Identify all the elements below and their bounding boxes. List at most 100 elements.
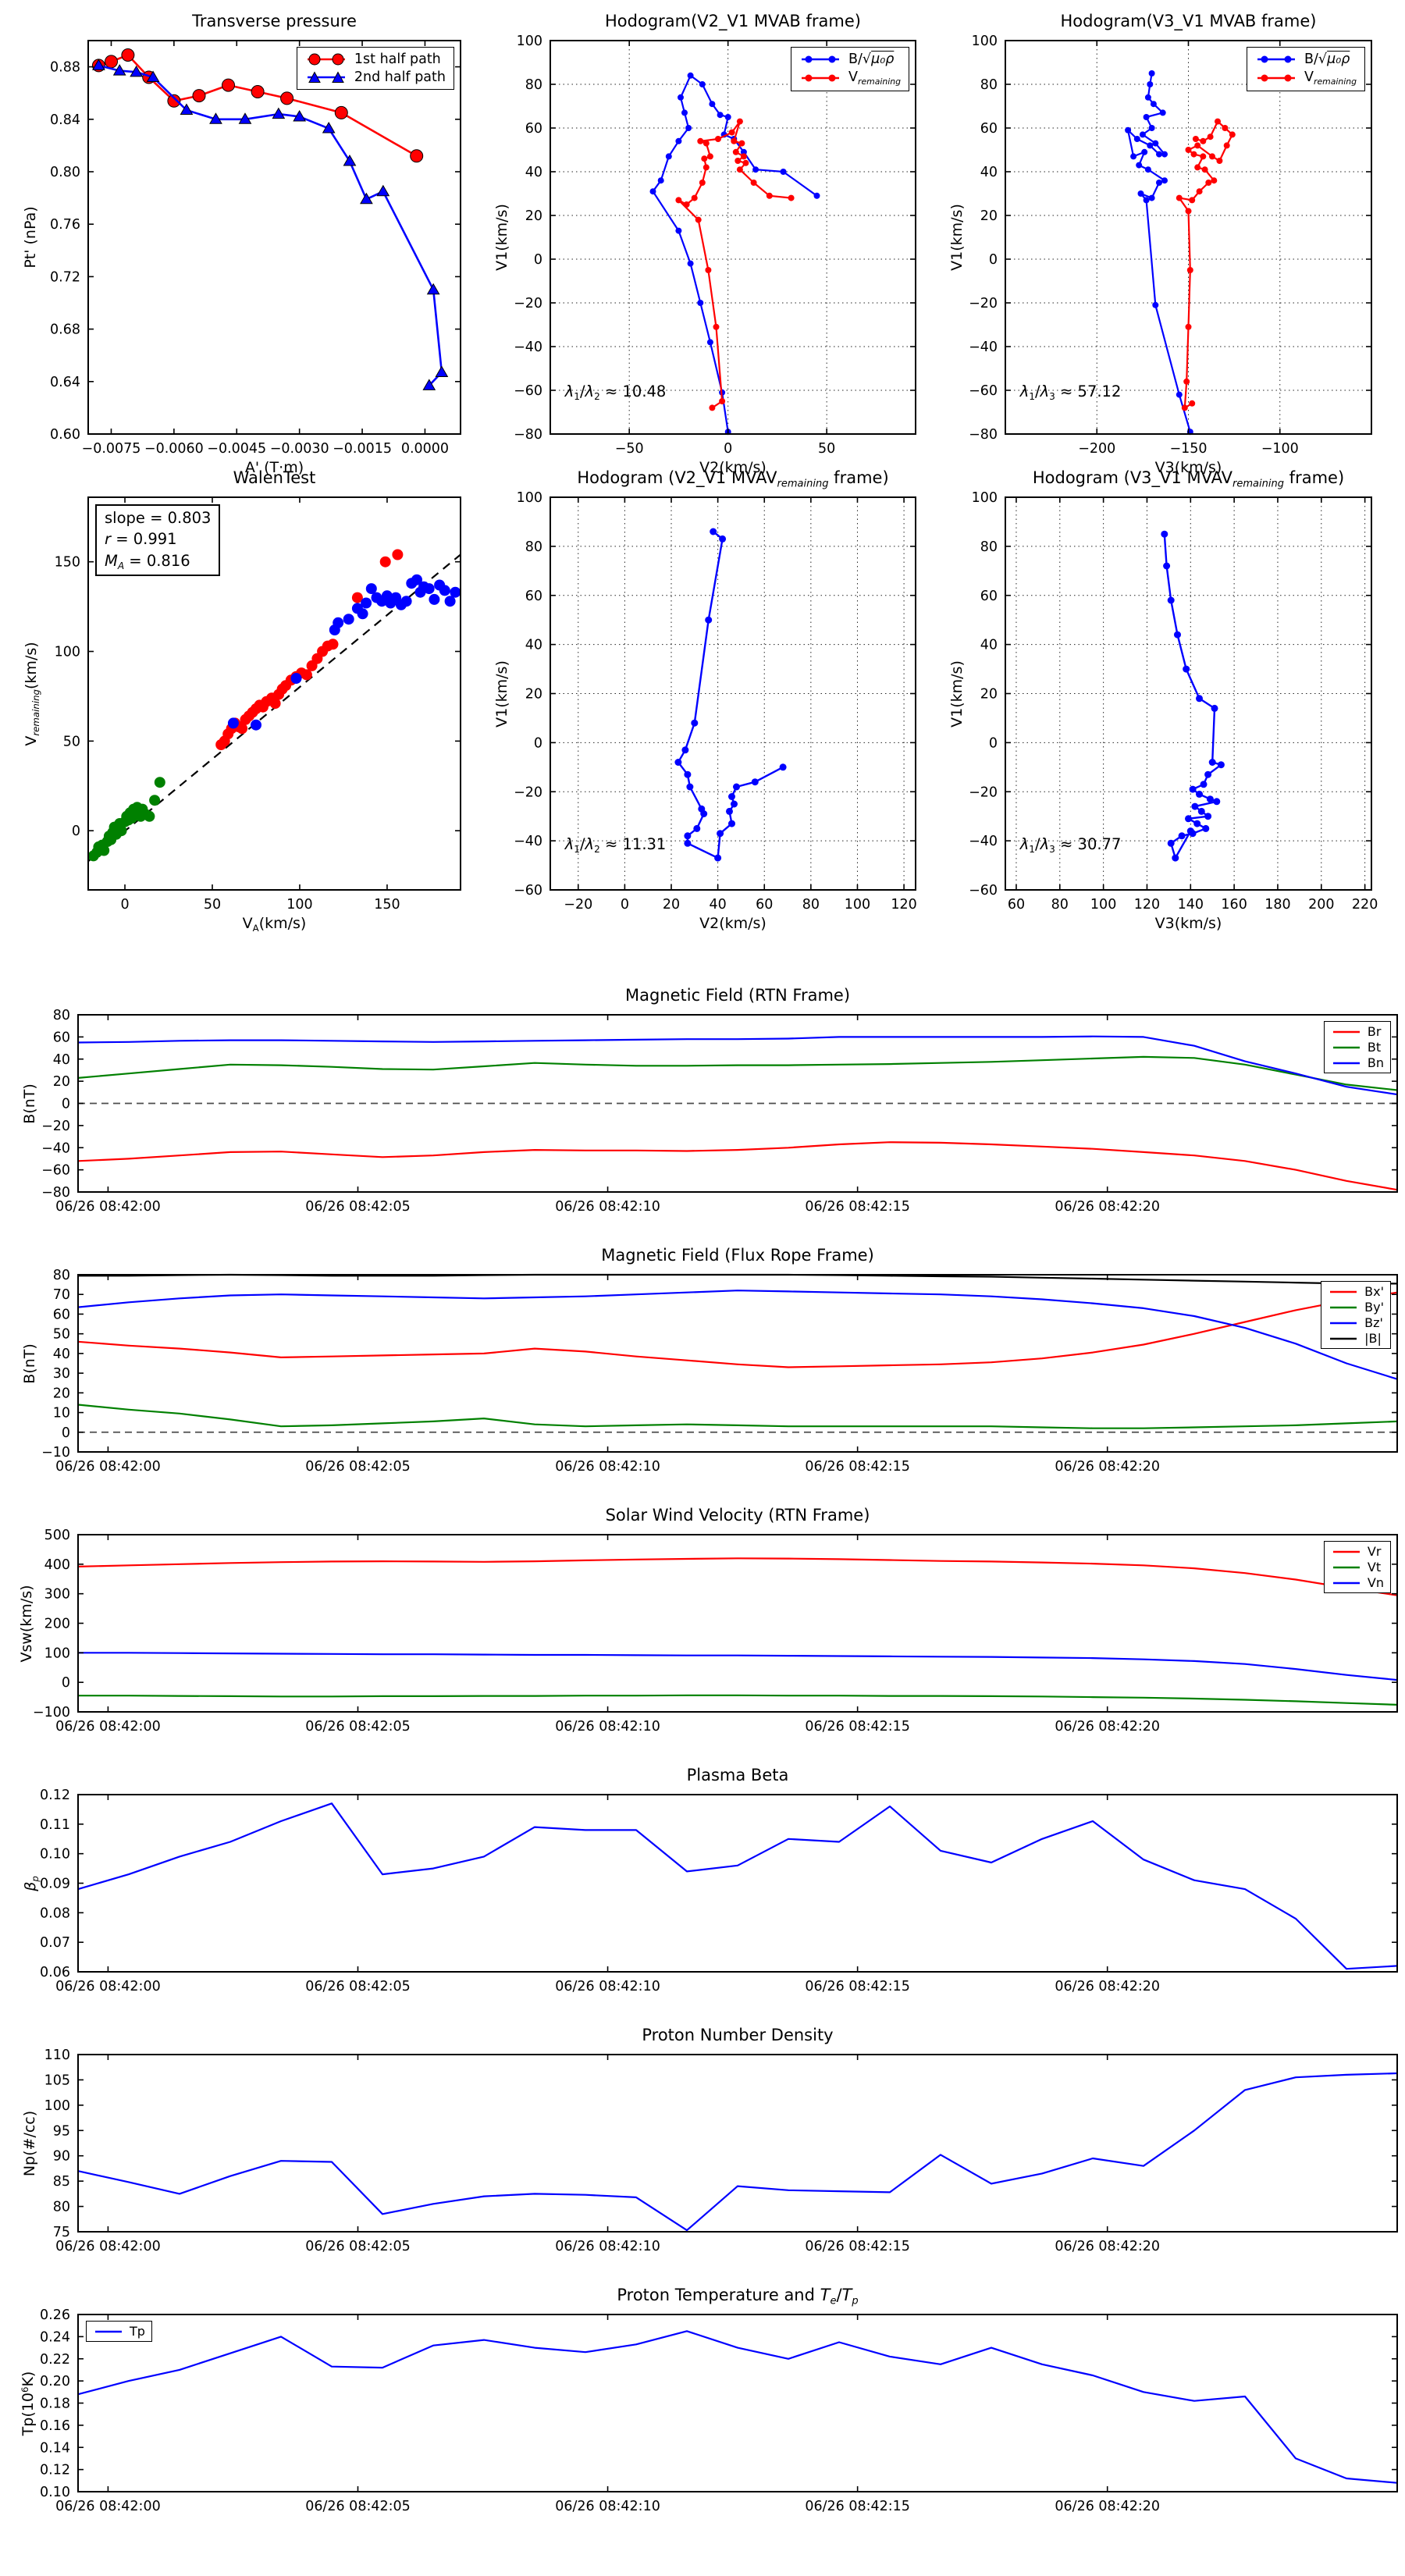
plot-canvas: −20 0 20 40 60 80 100 120 −60 −40 −20 0 20 40 60 80 100 (514, 490, 917, 913)
x-tick-label: 220 (1352, 897, 1378, 913)
x-axis-label: V2(km/s) (550, 459, 916, 476)
y-tick-label: 200 (44, 1617, 70, 1632)
legend-item: Vremaining (799, 69, 901, 87)
y-tick-label: 60 (525, 589, 542, 604)
text-segment: K) (20, 2371, 37, 2387)
series-bn (77, 1035, 1398, 1096)
marker-dot (1183, 665, 1190, 673)
y-tick-label: 0.72 (50, 269, 80, 285)
y-tick-label: 90 (53, 2149, 70, 2165)
text-segment: Bz' (1364, 1315, 1383, 1330)
panel-solar-wind-velocity-rtn: Solar Wind Velocity (RTN Frame) Vsw(km/s)… (18, 1506, 1398, 1735)
y-tick-label: −20 (969, 785, 998, 800)
legend-item: Vn (1331, 1575, 1384, 1590)
y-tick-label: 0 (534, 252, 542, 268)
text-segment: e (830, 2295, 837, 2307)
y-tick-label: 60 (525, 121, 542, 137)
x-tick-label: 06/26 08:42:00 (55, 1719, 161, 1735)
marker-dot (738, 140, 745, 147)
y-tick-label: 100 (972, 34, 998, 49)
text-segment: r (105, 530, 112, 549)
marker-dot (657, 177, 664, 184)
marker-dot (683, 201, 690, 208)
legend-label: Vr (1368, 1544, 1382, 1559)
y-tick-label: 20 (53, 1386, 70, 1401)
legend-label: Tp (130, 2324, 145, 2339)
y-tick-label: 0.14 (40, 2440, 70, 2456)
marker-dot (1141, 148, 1148, 155)
marker-dot (687, 260, 694, 267)
y-tick-label: −60 (41, 1163, 70, 1179)
text-segment: ≈ 57.12 (1055, 382, 1122, 401)
marker-dot (361, 597, 372, 609)
plot-title: Magnetic Field (RTN Frame) (78, 986, 1397, 1005)
y-tick-label: 0.16 (40, 2418, 70, 2434)
annotation-lambda-ratio: λ1/λ2 ≈ 11.31 (565, 835, 667, 855)
marker-triangle (343, 155, 357, 166)
legend-item: Vr (1331, 1544, 1384, 1559)
marker-dot (736, 166, 743, 173)
y-tick-label: 40 (525, 165, 542, 180)
text-segment: Vsw(km/s) (18, 1584, 35, 1663)
marker-dot (1191, 802, 1199, 810)
marker-dot (1207, 133, 1214, 141)
marker-dot (343, 614, 354, 625)
marker-dot (1178, 832, 1186, 840)
marker-dot (423, 583, 435, 595)
legend-item: By' (1328, 1300, 1384, 1315)
y-tick-label: 400 (44, 1557, 70, 1573)
plot-canvas: −50 0 50 −80 −60 −40 −20 0 20 40 60 80 100 (514, 34, 916, 457)
marker-dot (400, 596, 412, 607)
marker-dot (410, 149, 424, 163)
y-tick-label: −40 (514, 834, 542, 849)
legend-label: 2nd half path (354, 69, 446, 85)
y-tick-label: −80 (514, 427, 542, 443)
text-segment: Bx' (1364, 1284, 1384, 1299)
x-tick-label: 06/26 08:42:10 (555, 2239, 660, 2254)
legend-label: 1st half path (354, 52, 441, 67)
series-bz-prime (77, 1290, 1398, 1380)
plot-title: Magnetic Field (Flux Rope Frame) (78, 1246, 1397, 1265)
y-tick-label: −40 (969, 340, 998, 355)
series-b-magnitude (78, 1273, 1397, 1285)
legend-swatch (1330, 1337, 1357, 1340)
y-tick-label: 0.88 (50, 60, 80, 76)
x-tick-label: −150 (1169, 441, 1207, 457)
text-segment: Transverse pressure (192, 12, 357, 30)
text-segment: B(nT) (21, 1083, 38, 1124)
legend-label: Bz' (1364, 1315, 1383, 1330)
marker-dot (788, 194, 795, 201)
marker-dot (1200, 153, 1207, 160)
legend-label: Br (1368, 1024, 1382, 1039)
y-tick-label: 100 (55, 645, 80, 660)
y-tick-label: 80 (525, 539, 542, 555)
text-segment: V1(km/s) (948, 660, 966, 728)
marker-dot (714, 854, 722, 862)
marker-dot (732, 148, 739, 155)
marker-dot (1206, 795, 1214, 803)
text-segment: 2 (594, 843, 600, 855)
annotation-lambda-ratio: λ1/λ2 ≈ 10.48 (565, 382, 667, 402)
panel-hodogram-v3v1-mvab: Hodogram(V3_V1 MVAB frame) V1(km/s) V3(km/… (948, 12, 1372, 476)
marker-dot (717, 830, 724, 838)
y-tick-label: 0 (989, 252, 998, 268)
marker-dot (1192, 136, 1199, 142)
y-axis-label: B(nT) (21, 1083, 38, 1124)
marker-triangle (422, 379, 436, 390)
text-segment: Pt' (nPa) (22, 206, 39, 269)
marker-dot (724, 114, 731, 120)
x-tick-label: 06/26 08:42:10 (555, 1979, 660, 1994)
y-tick-label: 80 (980, 539, 998, 555)
y-tick-label: 0.09 (40, 1877, 70, 1892)
legend-item: Bn (1331, 1055, 1384, 1070)
y-tick-label: −60 (514, 383, 542, 399)
x-tick-label: 0 (621, 897, 629, 913)
legend-marker (805, 55, 813, 63)
marker-dot (713, 323, 720, 330)
legend-swatch (307, 53, 345, 66)
marker-dot (1211, 177, 1218, 184)
panel-magnetic-field-rtn: Magnetic Field (RTN Frame) B(nT) 06/26 08:… (21, 986, 1398, 1215)
series-bx-prime (77, 1291, 1398, 1368)
plot-canvas: −0.0075 −0.0060 −0.0045 −0.0030 −0.0015 0.000… (50, 40, 461, 457)
